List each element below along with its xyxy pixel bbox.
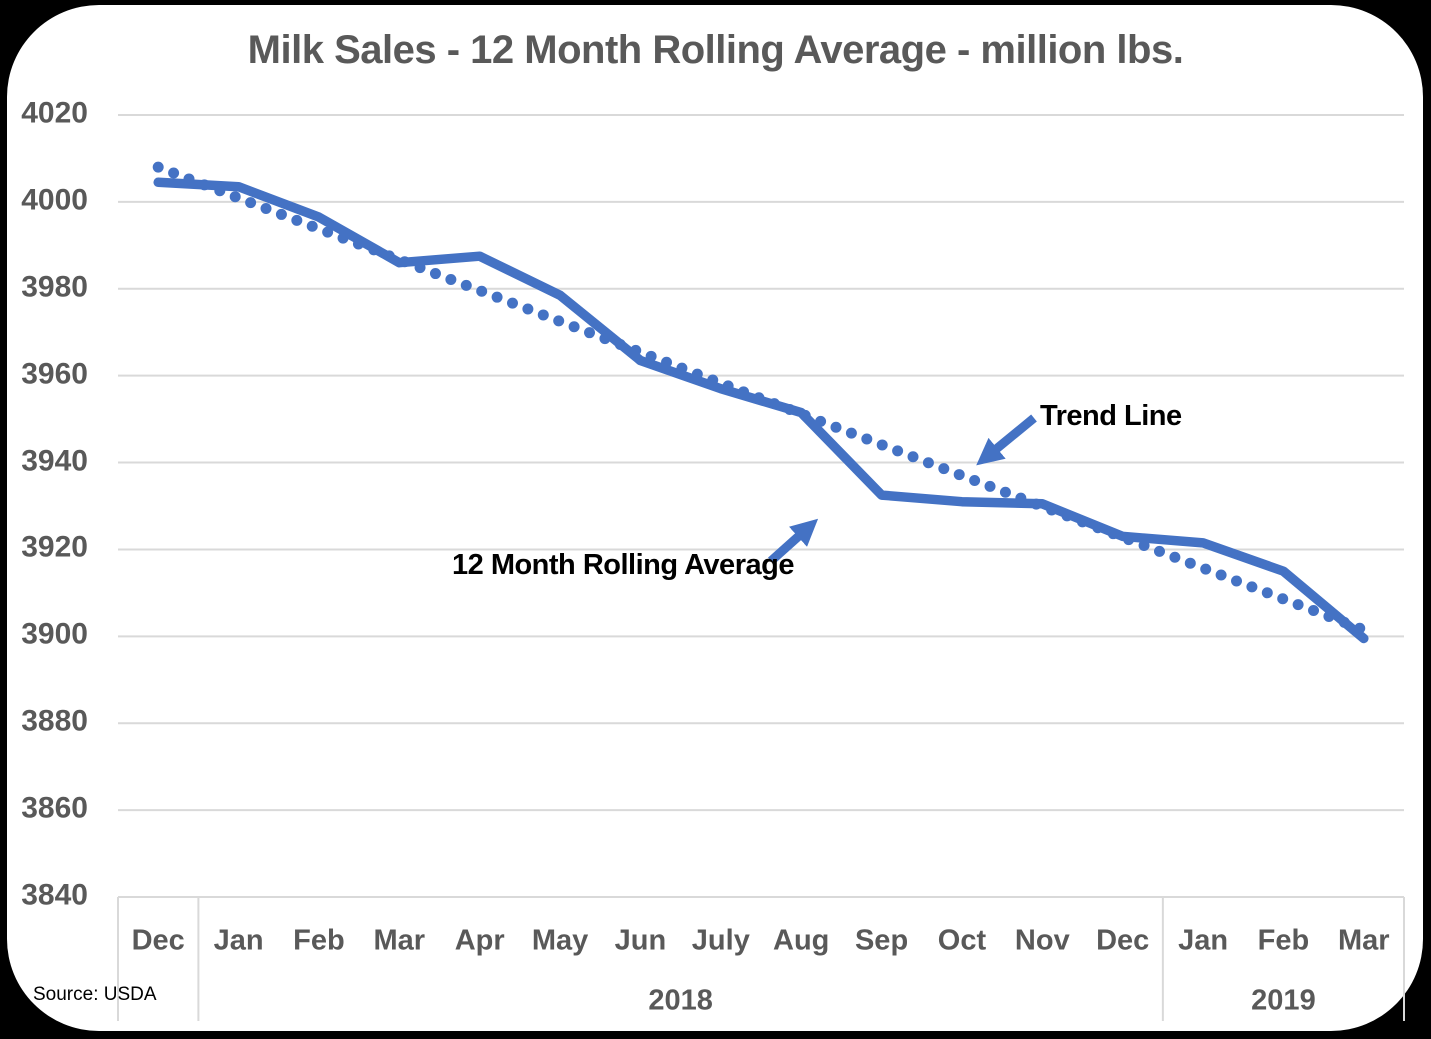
month-tick-label: Feb	[293, 924, 345, 957]
y-axis-tick-label: 3940	[21, 444, 88, 478]
data-series	[152, 161, 1370, 644]
month-tick-label: Oct	[937, 924, 987, 957]
rolling-average-annotation: 12 Month Rolling Average	[452, 549, 794, 581]
y-axis-tick-label: 3860	[21, 791, 88, 825]
y-axis-tick-label: 3900	[21, 617, 88, 651]
chart-card	[7, 5, 1423, 1031]
chart-title: Milk Sales - 12 Month Rolling Average - …	[247, 28, 1184, 72]
year-group-label: 2019	[1251, 984, 1316, 1017]
y-axis-tick-label: 3880	[21, 704, 88, 738]
month-tick-label: Jan	[1178, 924, 1229, 957]
month-tick-label: Feb	[1257, 924, 1310, 957]
y-axis-tick-label: 4020	[21, 96, 88, 130]
month-tick-label: Mar	[373, 924, 426, 957]
month-tick-label: Jan	[213, 924, 264, 957]
trend-line-arrow	[976, 414, 1037, 466]
y-axis-tick-label: 4000	[21, 183, 88, 217]
axis-table-borders	[117, 897, 1405, 1021]
gridlines	[118, 114, 1404, 898]
month-tick-label: Sep	[854, 924, 909, 957]
month-tick-label: Apr	[454, 924, 505, 957]
month-tick-label: July	[691, 924, 750, 957]
month-tick-label: Dec	[1096, 924, 1150, 957]
rolling-average-series	[153, 177, 1369, 644]
month-tick-label: Aug	[773, 924, 830, 957]
month-tick-label: Dec	[131, 924, 185, 957]
y-axis-tick-label: 3920	[21, 531, 88, 565]
y-axis-tick-label: 3960	[21, 357, 88, 391]
month-tick-label: Mar	[1338, 924, 1390, 957]
year-group-label: 2018	[648, 984, 713, 1017]
month-tick-label: May	[531, 924, 589, 957]
source-note: Source: USDA	[33, 984, 157, 1005]
y-axis-tick-label: 3980	[21, 270, 88, 304]
annotation-arrows	[767, 414, 1037, 565]
trend-line-annotation: Trend Line	[1040, 400, 1182, 432]
y-axis-tick-label: 3840	[21, 878, 88, 912]
month-tick-label: Nov	[1014, 924, 1070, 957]
rolling-average-arrow	[767, 518, 819, 565]
month-tick-label: Jun	[614, 924, 667, 957]
